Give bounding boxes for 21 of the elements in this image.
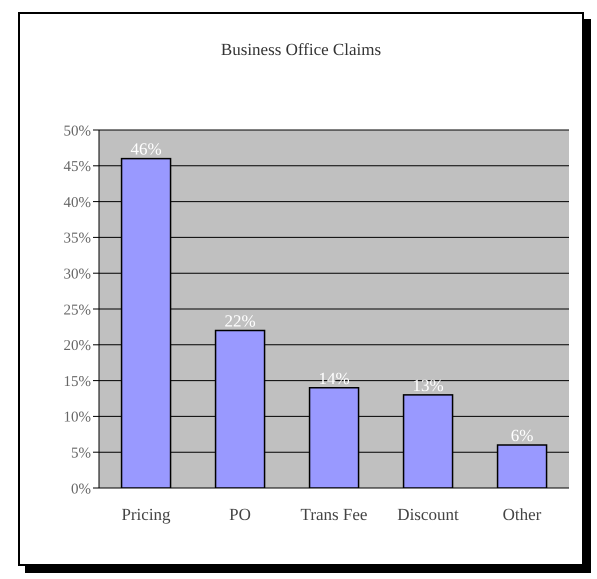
chart-title: Business Office Claims (220, 40, 382, 60)
y-tick-label: 35% (64, 230, 91, 247)
data-label: 13% (412, 376, 444, 395)
y-tick-label: 45% (64, 159, 91, 176)
y-tick-label: 0% (71, 481, 91, 498)
data-label: 46% (130, 140, 162, 159)
y-tick-label: 20% (64, 338, 91, 354)
y-tick-label: 30% (64, 266, 91, 283)
y-tick-label: 50% (64, 123, 91, 140)
x-tick-label: PO (229, 505, 251, 524)
data-label: 6% (510, 426, 534, 446)
y-tick-label: 15% (64, 374, 91, 390)
y-tick-label: 5% (71, 446, 91, 462)
x-tick-label: Other (502, 505, 542, 524)
x-tick-label: Trans Fee (300, 505, 368, 524)
x-tick-label: Pricing (121, 505, 172, 524)
y-tick-label: 10% (64, 410, 91, 426)
data-label: 22% (224, 311, 256, 330)
x-tick-label: Discount (397, 505, 459, 524)
y-tick-label: 40% (64, 194, 91, 211)
y-tick-label: 25% (64, 302, 91, 318)
